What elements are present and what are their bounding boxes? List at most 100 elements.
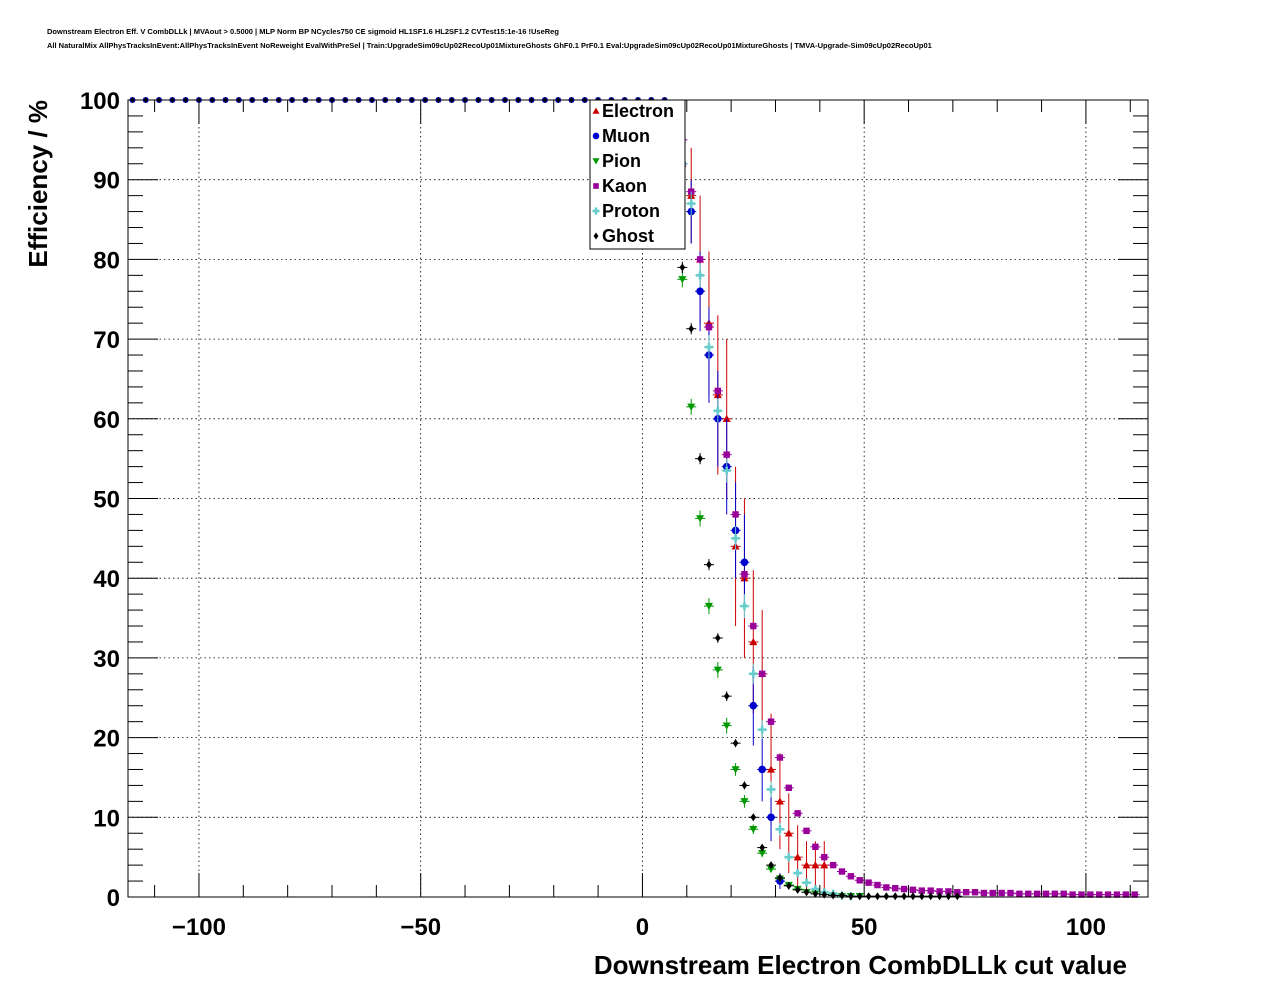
y-tick-label: 100 — [80, 88, 120, 115]
y-tick-label: 60 — [93, 407, 120, 434]
y-tick-label: 70 — [93, 327, 120, 354]
data-point — [820, 861, 829, 869]
data-point — [962, 889, 970, 896]
data-point — [883, 884, 890, 891]
data-point — [758, 670, 766, 678]
data-point — [1131, 891, 1138, 898]
data-point — [803, 888, 810, 897]
series-proton — [677, 151, 856, 901]
legend-entry-electron: Electron — [592, 101, 674, 121]
chart-title-line-1: Downstream Electron Eff. V CombDLLk | MV… — [47, 27, 559, 36]
data-point — [1051, 890, 1059, 898]
data-point — [910, 892, 916, 901]
data-point — [847, 873, 855, 880]
data-point — [971, 889, 979, 896]
data-point — [679, 263, 686, 272]
data-point — [696, 271, 705, 280]
data-point — [722, 722, 731, 730]
data-point — [919, 892, 925, 901]
legend: Electron Muon Pion Kaon Proton Ghost — [589, 99, 686, 250]
data-point — [740, 558, 749, 567]
data-point — [775, 797, 784, 805]
data-point — [740, 602, 749, 611]
data-point — [1122, 891, 1130, 898]
data-point — [775, 825, 784, 834]
data-point — [1087, 891, 1094, 898]
data-point — [1060, 890, 1067, 898]
x-tick-label: 0 — [636, 914, 649, 941]
data-point — [1007, 889, 1014, 897]
data-point — [901, 892, 907, 901]
legend-label: Muon — [602, 126, 650, 146]
data-point — [936, 888, 943, 895]
data-point — [784, 853, 793, 862]
data-point — [892, 892, 899, 901]
data-point — [749, 669, 758, 678]
data-point — [697, 454, 703, 463]
data-point — [945, 892, 952, 901]
data-point — [793, 869, 802, 878]
data-point — [811, 861, 820, 869]
data-point — [750, 813, 757, 822]
legend-entry-ghost: Ghost — [593, 226, 654, 246]
data-point — [758, 849, 767, 858]
x-tick-label: 100 — [1066, 914, 1106, 941]
data-point — [688, 324, 695, 333]
axes: −100 −50 0 50 100 0 10 20 30 40 50 60 70 80 90 100 — [80, 88, 1149, 941]
data-point — [892, 885, 899, 892]
data-point — [794, 885, 801, 894]
data-point — [900, 885, 908, 893]
legend-marker — [592, 132, 600, 140]
data-point — [1104, 891, 1112, 898]
data-point — [704, 602, 713, 611]
data-point — [838, 868, 846, 875]
y-tick-label: 10 — [93, 805, 120, 832]
data-point — [989, 889, 996, 897]
data-point — [784, 829, 793, 837]
data-point — [741, 571, 748, 578]
data-point — [821, 853, 828, 861]
x-axis-title: Downstream Electron CombDLLk cut value — [594, 950, 1127, 980]
series-ghost — [677, 261, 963, 901]
data-point — [848, 892, 854, 901]
data-point — [1042, 890, 1050, 898]
data-point — [749, 826, 758, 834]
legend-label: Electron — [602, 101, 674, 121]
y-tick-label: 80 — [93, 247, 120, 274]
data-point — [722, 466, 731, 475]
data-point — [731, 766, 740, 774]
legend-entry-kaon: Kaon — [593, 176, 647, 196]
data-point — [802, 861, 811, 869]
data-point — [936, 892, 943, 901]
data-point — [767, 865, 776, 874]
data-point — [715, 633, 721, 642]
data-point — [732, 511, 739, 518]
data-point — [1113, 891, 1121, 898]
data-point — [1025, 890, 1032, 898]
y-tick-label: 0 — [107, 885, 120, 912]
y-tick-label: 90 — [93, 168, 120, 195]
data-point — [713, 406, 722, 415]
data-point — [1069, 891, 1076, 898]
data-point — [776, 754, 784, 761]
data-point — [927, 892, 934, 901]
y-tick-label: 40 — [93, 566, 120, 593]
data-point — [802, 878, 811, 887]
data-point — [696, 256, 704, 263]
data-point — [768, 861, 774, 870]
series-pion — [668, 187, 865, 901]
data-point — [741, 781, 748, 790]
legend-label: Pion — [602, 151, 641, 171]
legend-box — [589, 99, 686, 250]
legend-label: Proton — [602, 201, 660, 221]
data-point — [918, 887, 926, 894]
legend-marker — [592, 158, 600, 165]
data-point — [883, 892, 890, 901]
data-point — [1033, 890, 1041, 898]
data-point — [821, 890, 828, 899]
data-point — [865, 892, 872, 901]
y-tick-label: 50 — [93, 487, 120, 514]
data-point — [865, 879, 872, 886]
data-point — [812, 843, 819, 850]
